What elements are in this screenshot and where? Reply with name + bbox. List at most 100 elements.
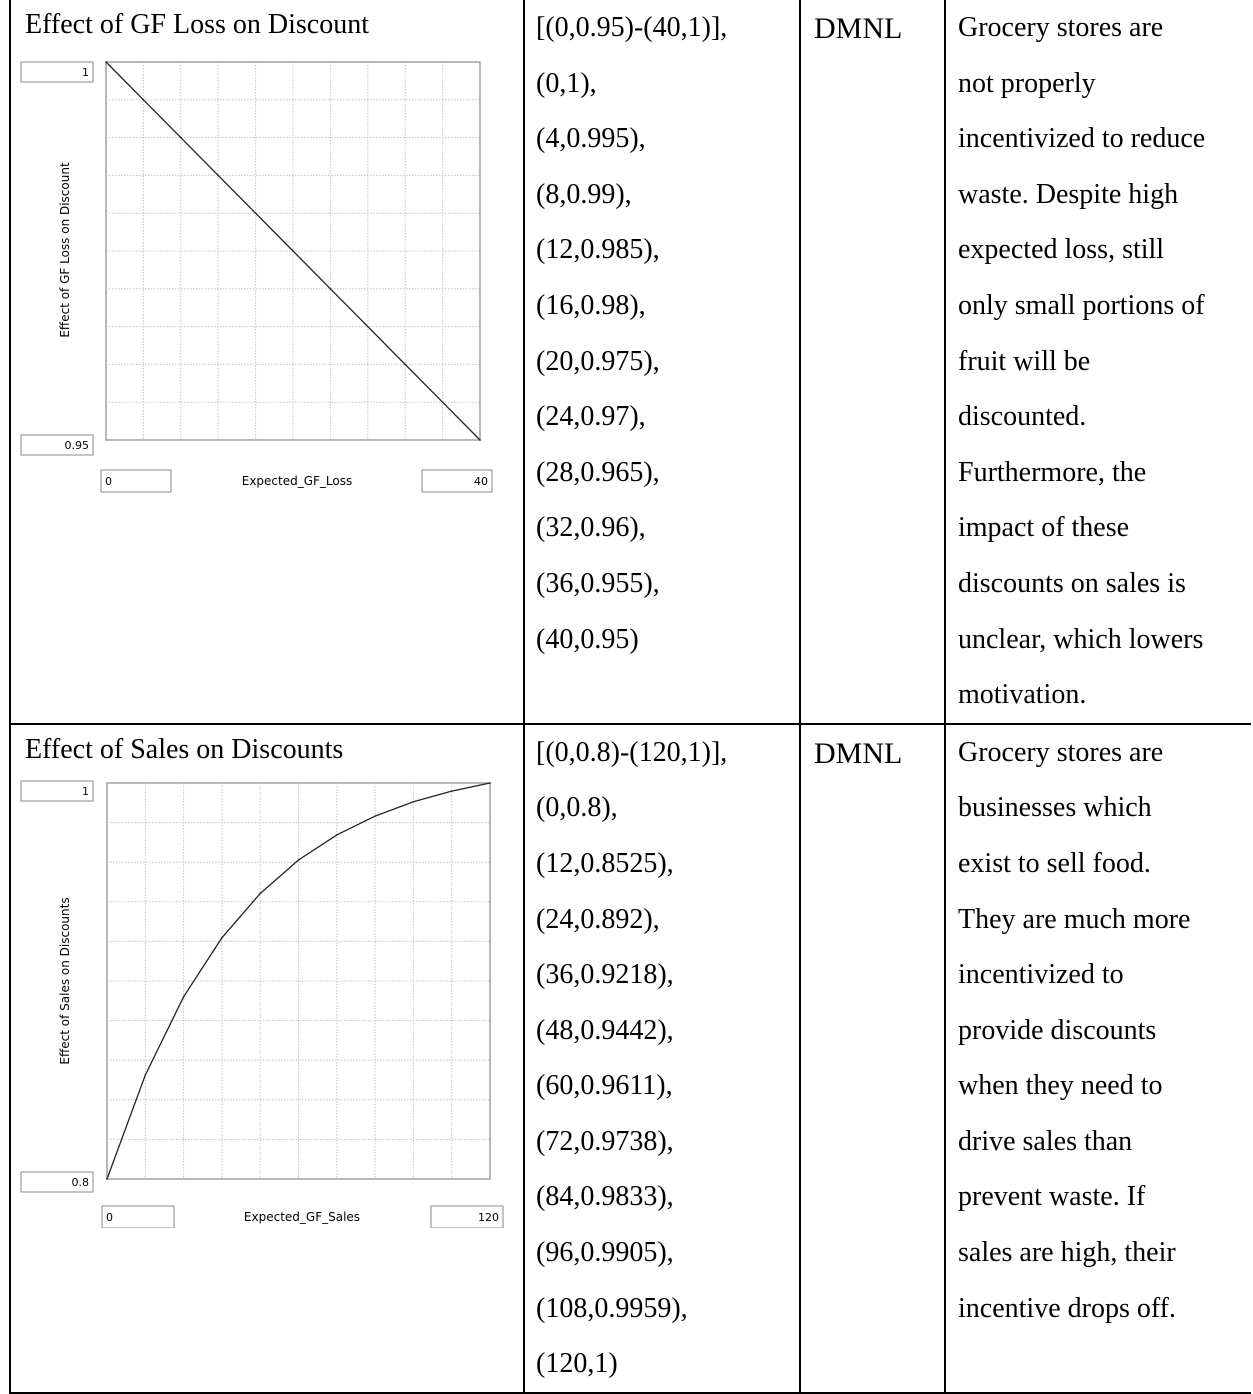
lookup-line: (36,0.9218), [536,959,674,991]
lookup-line: (84,0.9833), [536,1181,674,1213]
unit-label: DMNL [814,736,903,770]
variable-cell: Effect of GF Loss on Discount 1 0.95 0 40 Ex… [9,0,525,725]
lookup-line: (36,0.955), [536,567,660,599]
y-min-label: 0.95 [65,439,90,452]
x-min-label: 0 [105,475,112,488]
description-line: when they need to [958,1070,1163,1102]
lookup-line: [(0,0.95)-(40,1)], [536,12,728,43]
x-min-label-box [101,1205,175,1228]
description-line: They are much more [958,903,1191,935]
data-point [441,401,444,404]
y-axis-label: Effect of Sales on Discounts [58,897,72,1064]
y-max-label-box [20,61,94,83]
description-line: waste. Despite high [958,178,1179,210]
description-line: prevent waste. If [958,1181,1146,1213]
lookup-line: (40,0.95) [536,623,639,655]
lookup-line: (0,0.8), [536,792,618,824]
lookup-chart: 1 0.95 0 40 Expected_GF_Loss Effect of GF Los… [20,61,493,493]
lookup-line: (20,0.975), [536,345,660,377]
lookup-line: (12,0.985), [536,234,660,266]
description-text: Grocery stores are not properly incentiviz… [946,0,1251,723]
data-point [297,858,300,861]
data-point [105,61,107,63]
x-max-label: 120 [478,1211,499,1224]
description-line: drive sales than [958,1125,1133,1157]
lookup-line: (120,1) [536,1348,618,1380]
data-point [254,212,257,214]
data-point [489,781,491,784]
description-line: fruit will be [958,345,1091,377]
x-max-label-box [430,1205,504,1228]
description-line: exist to sell food. [958,847,1151,879]
data-point [404,363,407,366]
unit-cell: DMNL [799,722,946,1394]
data-point [367,325,369,328]
lookup-line: (108,0.9959), [536,1292,688,1324]
data-point [374,814,376,817]
description-line: incentive drops off. [958,1292,1176,1324]
description-line: expected loss, still [958,234,1165,266]
lookup-line: (8,0.99), [536,178,632,210]
table-row: Effect of Sales on Discounts 1 0.8 0 120 Exp… [9,722,1251,1394]
lookup-line: (48,0.9442), [536,1014,674,1046]
unit-label: DMNL [814,12,903,45]
y-axis-label: Effect of GF Loss on Discount [58,162,72,338]
description-line: not properly [958,67,1096,99]
lookup-line: (72,0.9738), [536,1125,674,1157]
y-max-label-box [20,780,94,802]
data-point [106,1177,108,1180]
description-line: unclear, which lowers [958,623,1204,655]
lookup-line: (60,0.9611), [536,1070,673,1102]
lookup-cell: [(0,0.8)-(120,1)], (0,0.8), (12,0.8525), (2… [523,722,801,1394]
data-point [144,1073,147,1076]
description-cell: Grocery stores are not properly incentiviz… [944,0,1251,725]
description-line: impact of these [958,512,1130,544]
unit-cell: DMNL [799,0,946,725]
description-line: motivation. [958,679,1087,711]
data-point [182,995,185,998]
y-max-label: 1 [82,785,89,798]
lookup-line: (32,0.96), [536,512,646,544]
lookup-chart: 1 0.8 0 120 Expected_GF_Sales Effect of Sales… [20,780,504,1228]
x-max-label-box [421,469,493,493]
data-point [450,790,453,792]
data-point [329,288,332,290]
x-max-label: 40 [474,475,488,488]
data-point [292,250,294,252]
description-line: Furthermore, the [958,456,1147,488]
variable-cell: Effect of Sales on Discounts 1 0.8 0 120 Exp… [9,722,525,1394]
description-line: only small portions of [958,289,1205,321]
lookup-values: [(0,0.95)-(40,1)], (0,1), (4,0.995), (8,0.9… [525,0,799,667]
x-axis-label: Expected_GF_Loss [242,474,353,488]
y-min-label-box [20,434,94,456]
lookup-line: (0,1), [536,67,597,99]
lookup-table: Effect of GF Loss on Discount 1 0.95 0 40 Ex… [9,0,1251,1394]
data-point [479,439,481,441]
description-cell: Grocery stores are businesses which exist … [944,722,1251,1394]
description-line: sales are high, their [958,1237,1176,1269]
lookup-line: (4,0.995), [536,123,646,155]
description-text: Grocery stores are businesses which exist … [946,725,1251,1337]
data-point [259,892,261,895]
lookup-line: (24,0.892), [536,903,660,935]
description-line: incentivized to [958,959,1124,991]
description-line: Grocery stores are [958,736,1164,768]
description-line: provide discounts [958,1014,1157,1046]
description-line: incentivized to reduce [958,123,1206,155]
data-point [412,800,415,803]
x-min-label-box [100,469,172,493]
lookup-line: (24,0.97), [536,401,646,433]
variable-name: Effect of GF Loss on Discount [25,9,369,40]
variable-name: Effect of Sales on Discounts [25,733,344,765]
data-point [180,136,182,139]
table-row: Effect of GF Loss on Discount 1 0.95 0 40 Ex… [9,0,1251,725]
lookup-line: (28,0.965), [536,456,660,488]
description-line: discounted. [958,401,1087,433]
y-min-label-box [20,1171,94,1193]
y-max-label: 1 [82,66,89,79]
description-line: Grocery stores are [958,12,1164,43]
description-line: businesses which [958,792,1152,824]
x-min-label: 0 [106,1211,113,1224]
y-min-label: 0.8 [72,1176,90,1189]
data-point [336,833,338,836]
